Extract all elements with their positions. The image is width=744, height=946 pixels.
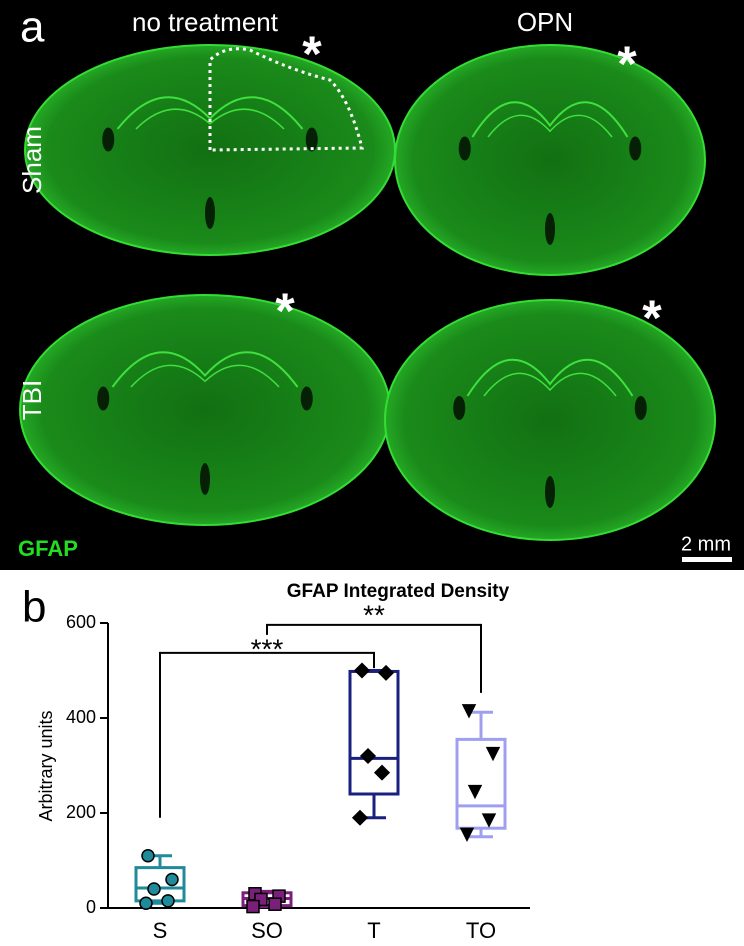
hippocampus <box>116 96 304 130</box>
panel-label: a <box>20 3 45 52</box>
ventricle <box>453 396 466 420</box>
stain-label: GFAP <box>18 536 78 561</box>
panel-label: b <box>22 583 46 632</box>
data-point <box>246 899 260 914</box>
x-tick-label: SO <box>251 918 283 943</box>
data-point <box>268 897 282 911</box>
column-label: OPN <box>517 7 573 37</box>
data-point <box>461 704 477 719</box>
hippocampus <box>483 372 617 397</box>
ventricle <box>97 386 110 411</box>
asterisk: * <box>617 36 637 92</box>
ventricle <box>200 463 210 495</box>
data-point <box>377 664 395 681</box>
data-point <box>161 894 175 908</box>
ventricle <box>545 213 555 245</box>
y-tick-label: 0 <box>86 897 96 917</box>
x-tick-label: S <box>153 918 168 943</box>
data-point <box>351 809 369 826</box>
ventricle <box>300 386 313 411</box>
significance-label: ** <box>363 599 385 630</box>
asterisk: * <box>642 290 662 346</box>
ventricle <box>629 136 642 161</box>
data-point <box>141 849 155 863</box>
data-point <box>373 764 391 781</box>
data-point <box>481 813 497 828</box>
ventricle <box>305 127 318 152</box>
hippocampus <box>111 351 299 388</box>
box <box>134 866 186 903</box>
scale-bar-label: 2 mm <box>681 533 731 555</box>
data-point <box>459 827 475 843</box>
significance-bracket <box>159 651 375 818</box>
data-point <box>467 784 483 800</box>
hippocampus <box>471 101 629 138</box>
data-point <box>359 747 377 765</box>
box <box>455 737 507 830</box>
significance-bracket <box>266 623 482 693</box>
row-label: Sham <box>17 126 47 194</box>
data-point <box>147 882 161 896</box>
y-axis-label: Arbitrary units <box>36 710 56 821</box>
ventricle <box>458 136 471 161</box>
chart: b GFAP Integrated Density Arbitrary unit… <box>22 581 530 943</box>
box <box>348 669 400 796</box>
data-point <box>353 662 371 679</box>
data-point <box>139 896 153 910</box>
hippocampus <box>466 358 634 397</box>
x-tick-label: T <box>367 918 380 943</box>
scale-bar <box>682 557 732 562</box>
x-tick-label: TO <box>466 918 496 943</box>
ventricle <box>545 476 555 508</box>
hippocampus <box>487 114 613 138</box>
brain-section <box>394 44 706 276</box>
data-point <box>485 746 501 762</box>
asterisk: * <box>275 283 295 339</box>
hippocampus <box>130 364 280 388</box>
significance-label: *** <box>251 633 284 664</box>
brain-section <box>384 299 716 541</box>
ventricle <box>634 396 647 420</box>
chart-title: GFAP Integrated Density <box>287 581 510 602</box>
y-tick-label: 400 <box>66 707 96 727</box>
ventricle <box>205 197 215 229</box>
y-tick-label: 600 <box>66 612 96 632</box>
y-tick-label: 200 <box>66 802 96 822</box>
asterisk: * <box>302 26 322 82</box>
column-label: no treatment <box>132 7 279 37</box>
ventricle <box>102 127 115 152</box>
row-label: TBI <box>17 380 47 420</box>
hippocampus <box>135 108 285 130</box>
data-point <box>165 872 179 887</box>
